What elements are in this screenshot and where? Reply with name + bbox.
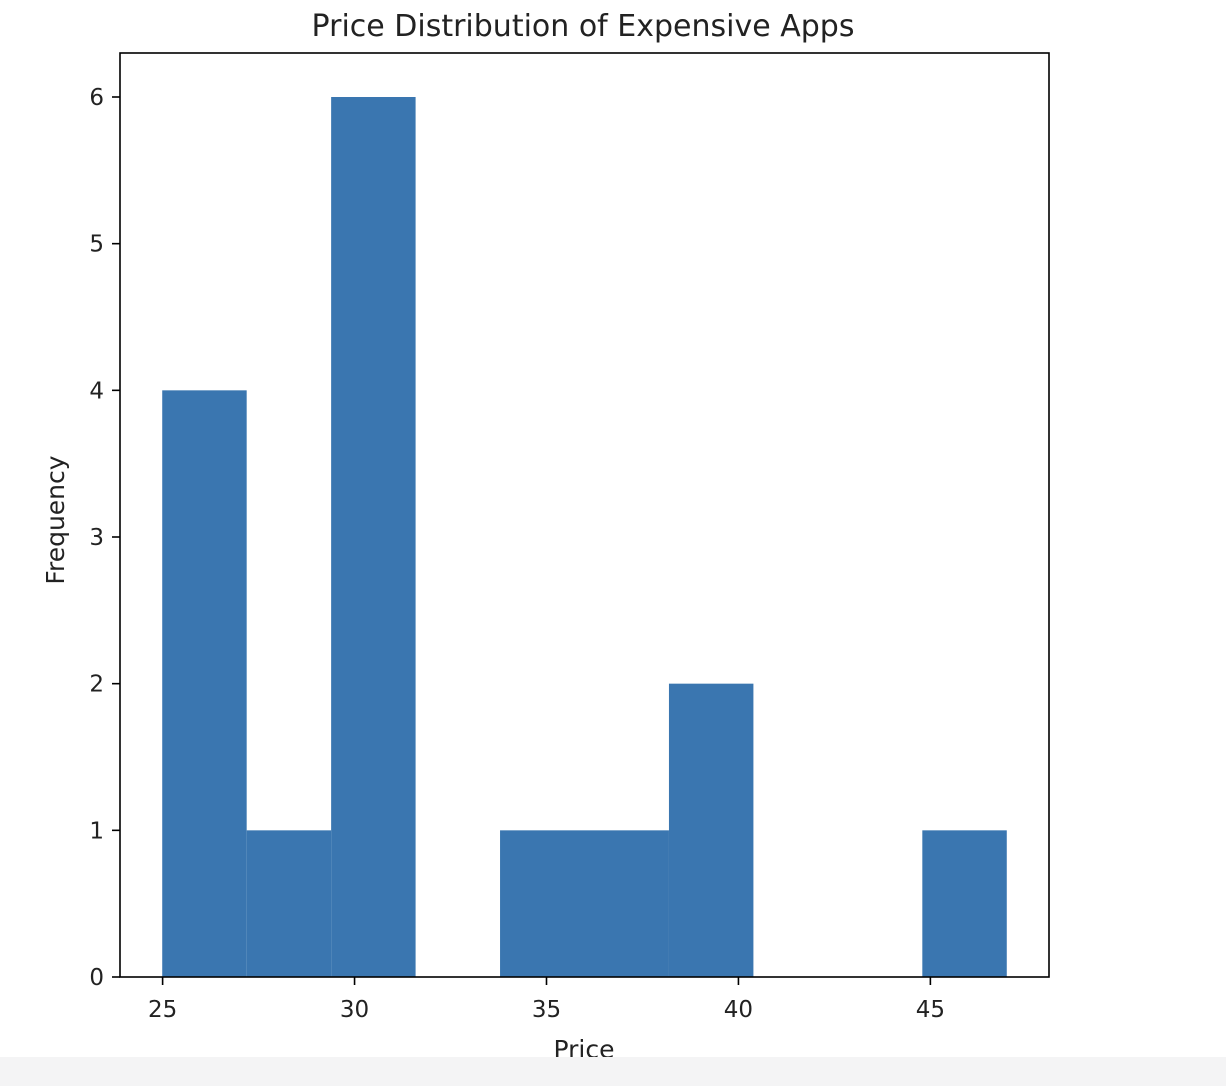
histogram-bar (584, 830, 669, 977)
y-tick-label: 0 (89, 965, 104, 991)
histogram-bar (246, 830, 332, 977)
x-axis: 25 30 35 40 45 (148, 977, 945, 1023)
y-tick-label: 6 (89, 85, 104, 111)
x-tick-label: 25 (148, 997, 177, 1023)
histogram-bar (668, 683, 754, 977)
x-tick-label: 45 (916, 997, 945, 1023)
histogram-bar (331, 97, 416, 977)
histogram-bar (162, 390, 247, 977)
bottom-strip (0, 1057, 1226, 1086)
chart-title: Price Distribution of Expensive Apps (312, 9, 855, 44)
y-tick-label: 5 (89, 232, 104, 258)
bars-layer (162, 97, 1007, 977)
histogram-bar (922, 830, 1007, 977)
y-tick-label: 3 (89, 525, 104, 551)
histogram-bar (500, 830, 585, 977)
y-tick-label: 1 (89, 818, 104, 844)
y-axis-label: Frequency (41, 455, 70, 584)
plot-frame (119, 52, 1050, 978)
y-axis: 0 1 2 3 4 5 6 (89, 85, 120, 991)
y-tick-label: 4 (89, 378, 104, 404)
x-tick-label: 30 (340, 997, 369, 1023)
y-tick-label: 2 (89, 672, 104, 698)
x-tick-label: 40 (724, 997, 753, 1023)
x-tick-label: 35 (532, 997, 561, 1023)
